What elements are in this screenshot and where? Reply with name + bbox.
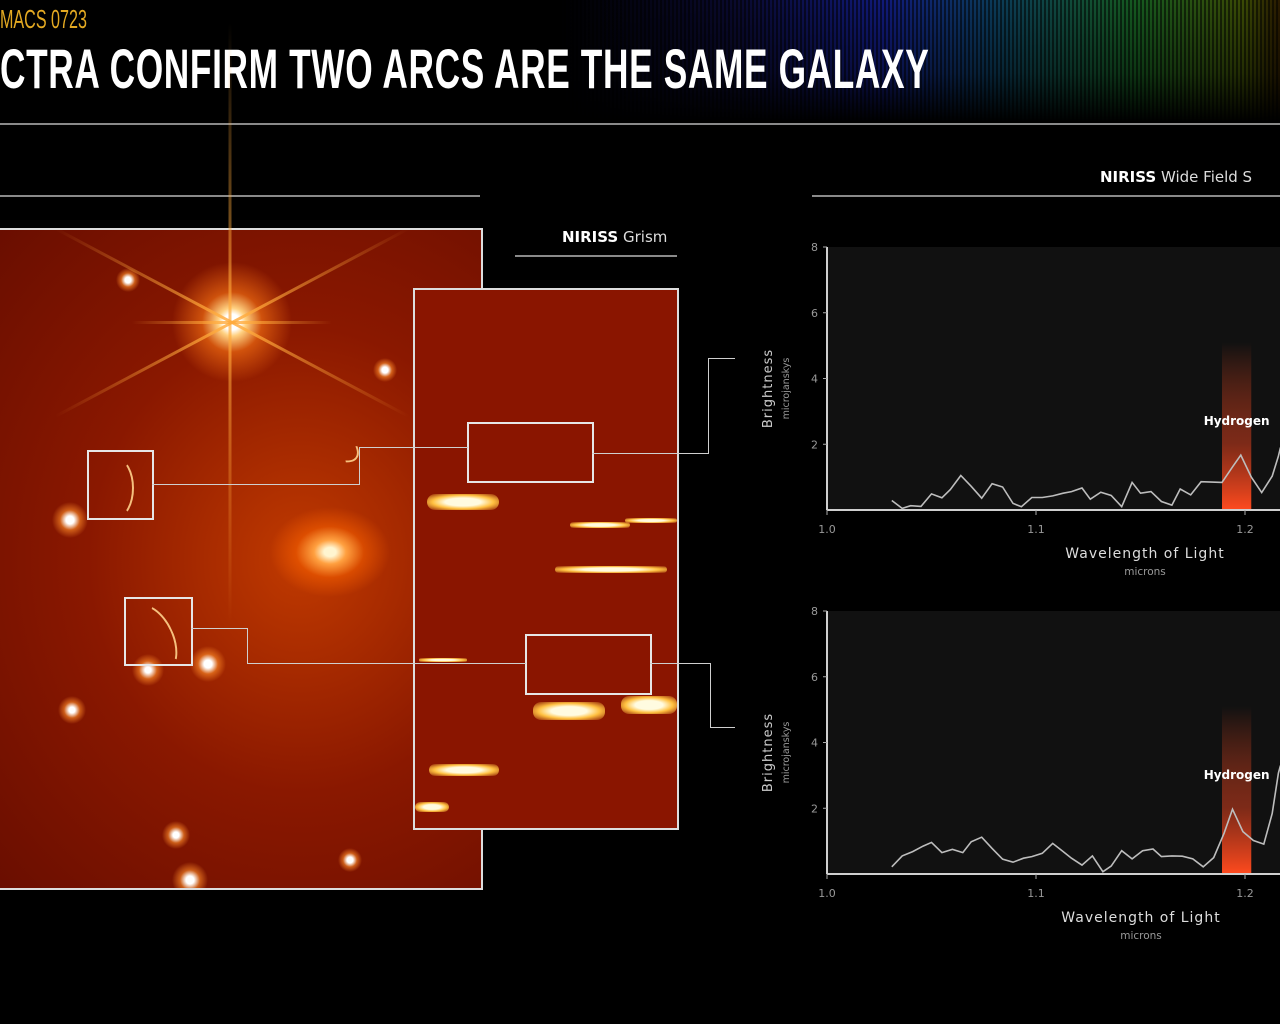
cluster-image [0, 22, 483, 890]
y-axis-label: Brightness [761, 349, 776, 428]
connector-line [710, 663, 711, 727]
hydrogen-label: Hydrogen [1204, 768, 1270, 782]
spectrum-streak [427, 494, 499, 510]
spectrum-line [891, 447, 1280, 510]
spectrum-streak [625, 518, 677, 523]
x-axis-label: Wavelength of Light [1065, 546, 1224, 562]
x-tick-label: 1.0 [818, 523, 836, 536]
y-tick-label: 2 [811, 438, 818, 451]
connector-line [708, 358, 709, 454]
spectrum-chart-2: 2 4 6 8 1.0 1.1 1.2 Hydrogen Brightness microjans… [761, 605, 1280, 942]
grism-mode: Grism [622, 228, 668, 246]
spectrum-streak [555, 566, 667, 573]
spectrum-chart-1: 2 4 6 8 1.0 1.1 1.2 Hydrogen Brightness microjans… [761, 241, 1280, 578]
plot-area [827, 247, 1280, 510]
connector-line [592, 453, 709, 454]
hydrogen-label: Hydrogen [1204, 414, 1270, 428]
header-divider [0, 123, 1280, 125]
arc-1-spectrum-box [467, 422, 594, 483]
connector-line [247, 628, 248, 664]
grism-divider [515, 255, 677, 257]
spectra-section-label: NIRISS Wide Field S [1100, 168, 1252, 186]
grism-image [413, 288, 679, 830]
mode-name: Wide Field S [1160, 168, 1253, 186]
x-tick-label: 1.1 [1027, 523, 1045, 536]
y-axis-unit: microjanskys [781, 722, 792, 784]
x-tick-label: 1.1 [1027, 887, 1045, 900]
x-tick-label: 1.2 [1236, 887, 1254, 900]
lensed-arc [100, 458, 134, 518]
y-axis-unit: microjanskys [781, 358, 792, 420]
spectrum-streak [429, 764, 499, 776]
spectrum-streak [570, 522, 630, 528]
x-axis-unit: microns [1120, 930, 1162, 942]
connector-line [191, 628, 248, 629]
y-tick-label: 4 [811, 373, 818, 386]
spectrum-banner-decoration [560, 0, 1280, 122]
arc-2-highlight-box [124, 597, 193, 666]
connector-line [710, 727, 735, 728]
connector-line [152, 484, 360, 485]
hydrogen-band [1222, 706, 1252, 874]
arc-2-spectrum-box [525, 634, 652, 695]
diffraction-spike [132, 321, 332, 324]
page-title: CTRA CONFIRM TWO ARCS ARE THE SAME GALAX… [0, 37, 930, 100]
y-tick-label: 8 [811, 605, 818, 618]
spectrum-streak [621, 696, 677, 714]
spectrum-streak [415, 802, 449, 812]
connector-line [359, 447, 360, 485]
connector-line [708, 358, 735, 359]
spectrum-streak [419, 658, 467, 662]
x-tick-label: 1.0 [818, 887, 836, 900]
grism-label: NIRISS Grism [562, 228, 667, 246]
arc-1-highlight-box [87, 450, 154, 520]
grism-instrument: NIRISS [562, 228, 619, 246]
spectra-section-divider [812, 195, 1280, 197]
connector-line [359, 447, 468, 448]
y-tick-label: 6 [811, 307, 818, 320]
hydrogen-band [1222, 342, 1252, 510]
connector-line [247, 663, 526, 664]
y-axis-label: Brightness [761, 713, 776, 792]
x-axis-unit: microns [1124, 566, 1166, 578]
connector-line [650, 663, 711, 664]
y-tick-label: 4 [811, 737, 818, 750]
y-tick-label: 6 [811, 671, 818, 684]
spectrum-line [891, 765, 1280, 873]
image-section-divider [0, 195, 480, 197]
y-tick-label: 2 [811, 802, 818, 815]
spectrum-streak [533, 702, 605, 720]
instrument-name: NIRISS [1100, 168, 1157, 186]
x-tick-label: 1.2 [1236, 523, 1254, 536]
plot-area [827, 611, 1280, 874]
x-axis-label: Wavelength of Light [1061, 910, 1220, 926]
y-tick-label: 8 [811, 241, 818, 254]
cluster-name: MACS 0723 [0, 4, 87, 34]
